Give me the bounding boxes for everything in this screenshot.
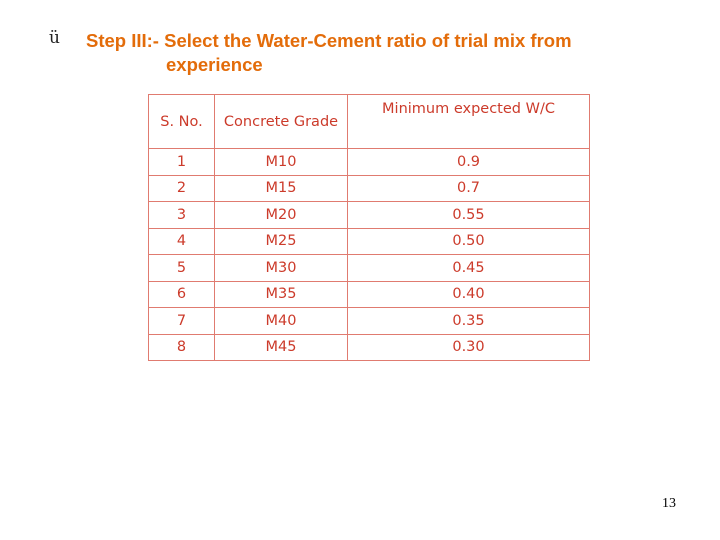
- cell-concrete-grade: M20: [214, 201, 348, 229]
- cell-serial-number: 5: [148, 254, 215, 282]
- cell-wc-ratio: 0.50: [347, 227, 590, 255]
- cell-concrete-grade: M30: [214, 254, 348, 282]
- cell-wc-ratio: 0.40: [347, 280, 590, 308]
- table-row: 1 M10 0.9: [148, 148, 590, 176]
- cell-wc-ratio: 0.45: [347, 254, 590, 282]
- table-header-row: S. No. Concrete Grade Minimum expected W…: [148, 94, 590, 149]
- cell-wc-ratio: 0.30: [347, 333, 590, 361]
- cell-wc-ratio: 0.35: [347, 307, 590, 335]
- cell-wc-ratio: 0.7: [347, 174, 590, 202]
- cell-serial-number: 7: [148, 307, 215, 335]
- cell-serial-number: 6: [148, 280, 215, 308]
- cell-concrete-grade: M25: [214, 227, 348, 255]
- cell-serial-number: 3: [148, 201, 215, 229]
- cell-concrete-grade: M15: [214, 174, 348, 202]
- table-row: 2 M15 0.7: [148, 174, 590, 202]
- table-row: 5 M30 0.45: [148, 254, 590, 282]
- heading-line-1: Step III:- Select the Water-Cement ratio…: [86, 30, 572, 51]
- checkmark-bullet-icon: ü: [49, 28, 60, 48]
- header-concrete-grade: Concrete Grade: [214, 94, 348, 149]
- cell-concrete-grade: M40: [214, 307, 348, 335]
- table-row: 6 M35 0.40: [148, 280, 590, 308]
- cell-serial-number: 1: [148, 148, 215, 176]
- cell-concrete-grade: M10: [214, 148, 348, 176]
- cell-wc-ratio: 0.55: [347, 201, 590, 229]
- table-row: 3 M20 0.55: [148, 201, 590, 229]
- heading-line-2: experience: [166, 54, 263, 75]
- cell-concrete-grade: M45: [214, 333, 348, 361]
- table-row: 8 M45 0.30: [148, 333, 590, 361]
- cell-serial-number: 2: [148, 174, 215, 202]
- header-serial-number: S. No.: [148, 94, 215, 149]
- water-cement-ratio-table: S. No. Concrete Grade Minimum expected W…: [148, 94, 590, 361]
- page-number: 13: [662, 496, 676, 511]
- cell-serial-number: 4: [148, 227, 215, 255]
- step-heading: Step III:- Select the Water-Cement ratio…: [86, 29, 646, 77]
- cell-concrete-grade: M35: [214, 280, 348, 308]
- header-minimum-wc: Minimum expected W/C: [347, 94, 590, 149]
- table-row: 7 M40 0.35: [148, 307, 590, 335]
- cell-wc-ratio: 0.9: [347, 148, 590, 176]
- table-row: 4 M25 0.50: [148, 227, 590, 255]
- cell-serial-number: 8: [148, 333, 215, 361]
